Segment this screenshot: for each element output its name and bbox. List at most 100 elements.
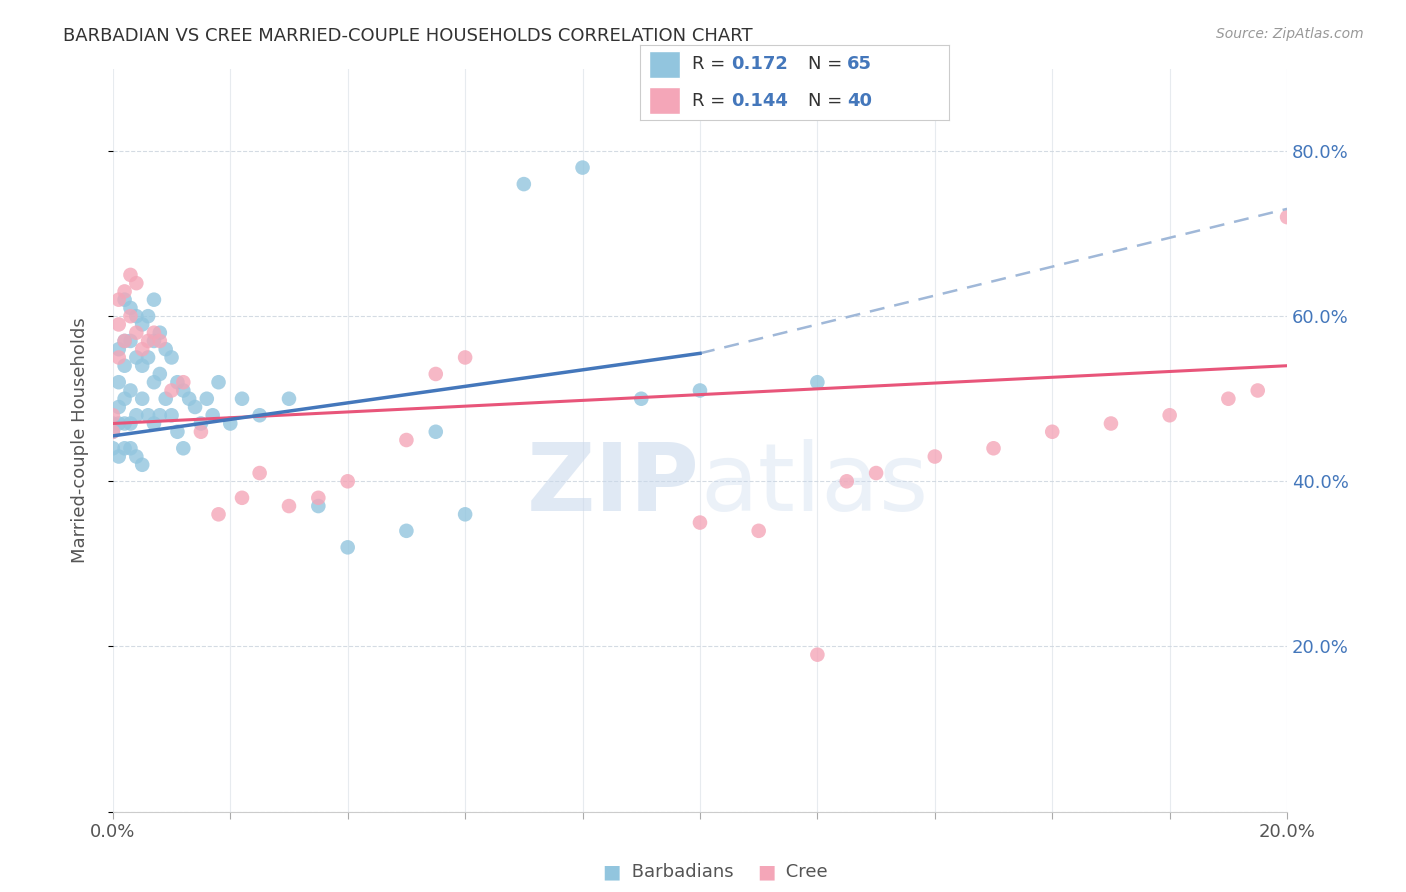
Point	[120, 442, 142, 456]
Point	[1218, 392, 1240, 406]
Point	[107, 351, 129, 365]
Text: ZIP: ZIP	[527, 439, 700, 531]
Point	[131, 342, 153, 356]
Point	[142, 417, 165, 431]
Text: ■: ■	[602, 863, 621, 882]
Point	[689, 516, 711, 530]
Point	[184, 400, 207, 414]
Bar	[650, 87, 681, 114]
Point	[395, 433, 418, 447]
Point	[172, 376, 194, 390]
Point	[454, 351, 477, 365]
Point	[835, 475, 858, 489]
Point	[689, 384, 711, 398]
Point	[425, 425, 447, 439]
Point	[207, 508, 229, 522]
Text: Barbadians: Barbadians	[626, 863, 734, 881]
Text: R =: R =	[692, 54, 731, 72]
Point	[155, 342, 177, 356]
Point	[571, 161, 593, 175]
Point	[114, 334, 136, 348]
Point	[101, 442, 124, 456]
Point	[983, 442, 1005, 456]
Text: 0.144: 0.144	[731, 93, 787, 111]
Point	[249, 409, 271, 423]
Point	[1275, 210, 1298, 224]
Point	[120, 268, 142, 282]
Point	[395, 524, 418, 538]
Point	[278, 392, 301, 406]
Text: BARBADIAN VS CREE MARRIED-COUPLE HOUSEHOLDS CORRELATION CHART: BARBADIAN VS CREE MARRIED-COUPLE HOUSEHO…	[63, 27, 752, 45]
Point	[172, 442, 194, 456]
Point	[136, 309, 159, 323]
Point	[114, 334, 136, 348]
Point	[166, 376, 188, 390]
Point	[107, 417, 129, 431]
Point	[107, 293, 129, 307]
Text: N =: N =	[808, 54, 848, 72]
Point	[179, 392, 201, 406]
Point	[166, 425, 188, 439]
Point	[120, 309, 142, 323]
Point	[336, 475, 359, 489]
Point	[114, 417, 136, 431]
Point	[160, 351, 183, 365]
Point	[1159, 409, 1181, 423]
Point	[748, 524, 770, 538]
Point	[1040, 425, 1063, 439]
Text: atlas: atlas	[700, 439, 928, 531]
Point	[120, 384, 142, 398]
Point	[142, 293, 165, 307]
Point	[307, 499, 329, 513]
Point	[114, 392, 136, 406]
Point	[278, 499, 301, 513]
Point	[114, 285, 136, 299]
Point	[924, 450, 946, 464]
Point	[107, 450, 129, 464]
Point	[107, 318, 129, 332]
Point	[114, 293, 136, 307]
Point	[101, 425, 124, 439]
Point	[120, 301, 142, 315]
Point	[172, 384, 194, 398]
Point	[101, 425, 124, 439]
Point	[142, 326, 165, 340]
Text: R =: R =	[692, 93, 731, 111]
Point	[149, 409, 172, 423]
Point	[201, 409, 224, 423]
Y-axis label: Married-couple Households: Married-couple Households	[72, 318, 89, 563]
Point	[136, 334, 159, 348]
Point	[1247, 384, 1270, 398]
Point	[231, 392, 253, 406]
Point	[190, 417, 212, 431]
Point	[136, 409, 159, 423]
Point	[101, 417, 124, 431]
Point	[160, 409, 183, 423]
Point	[107, 400, 129, 414]
Point	[190, 425, 212, 439]
Point	[513, 177, 536, 191]
Point	[142, 376, 165, 390]
Point	[149, 334, 172, 348]
Point	[149, 326, 172, 340]
Point	[865, 466, 887, 480]
Point	[131, 458, 153, 472]
Point	[630, 392, 652, 406]
Point	[207, 376, 229, 390]
Text: N =: N =	[808, 93, 848, 111]
Point	[125, 351, 148, 365]
Point	[425, 367, 447, 381]
Point	[107, 342, 129, 356]
Point	[219, 417, 242, 431]
Point	[136, 351, 159, 365]
Point	[114, 442, 136, 456]
Point	[114, 359, 136, 373]
Text: 0.172: 0.172	[731, 54, 787, 72]
Point	[120, 417, 142, 431]
Point	[125, 409, 148, 423]
Text: Source: ZipAtlas.com: Source: ZipAtlas.com	[1216, 27, 1364, 41]
Point	[336, 541, 359, 555]
Point	[125, 326, 148, 340]
Point	[307, 491, 329, 505]
Point	[1099, 417, 1122, 431]
